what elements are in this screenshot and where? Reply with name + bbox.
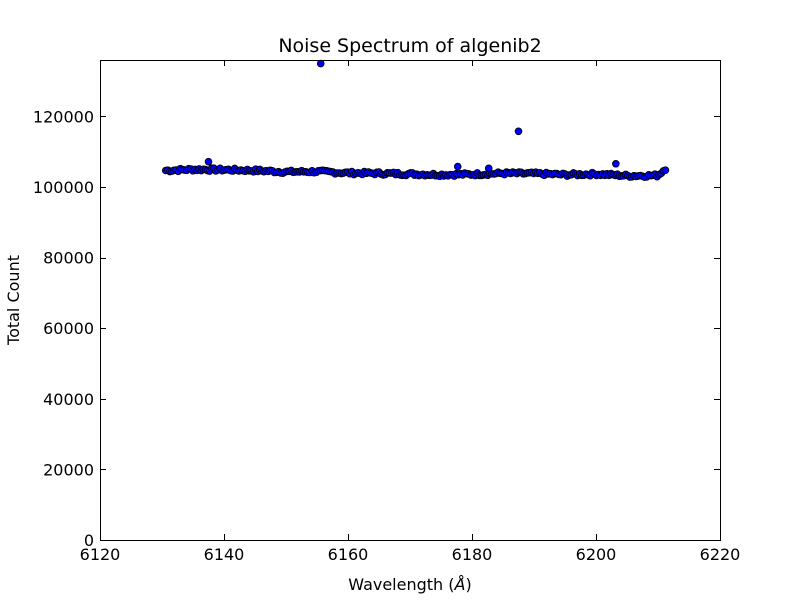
data-point	[661, 166, 670, 174]
y-axis-label: Total Count	[4, 255, 23, 346]
x-tick-label: 6120	[80, 545, 121, 564]
y-tick-label: 80000	[43, 249, 94, 268]
x-axis-ticks: 6120 6140 6160 6180 6200 6220	[80, 60, 741, 564]
data-point	[204, 157, 213, 166]
y-axis-ticks: 0 20000 40000 60000 80000 100000 120000	[33, 107, 720, 550]
x-tick-label: 6160	[328, 545, 369, 564]
data-point	[453, 162, 462, 171]
x-axis-label-text: Wavelength (	[348, 575, 454, 594]
y-tick-label: 0	[84, 531, 94, 550]
y-tick-label: 20000	[43, 460, 94, 479]
plot-frame	[100, 60, 721, 541]
x-axis-unit: Å	[454, 575, 466, 594]
data-point	[514, 127, 523, 136]
y-tick-label: 40000	[43, 390, 94, 409]
y-tick-label: 100000	[33, 178, 94, 197]
data-point	[484, 164, 493, 173]
chart-title: Noise Spectrum of algenib2	[278, 35, 541, 57]
x-tick-label: 6200	[576, 545, 617, 564]
data-point	[316, 59, 325, 68]
data-point	[612, 159, 620, 168]
y-tick-label: 60000	[43, 319, 94, 338]
x-axis-label: Wavelength (Å)	[348, 575, 471, 594]
x-tick-label: 6180	[452, 545, 493, 564]
x-axis-label-close: )	[465, 575, 471, 594]
x-tick-label: 6220	[700, 545, 741, 564]
data-points	[161, 59, 670, 181]
x-tick-label: 6140	[204, 545, 245, 564]
y-tick-label: 120000	[33, 107, 94, 126]
